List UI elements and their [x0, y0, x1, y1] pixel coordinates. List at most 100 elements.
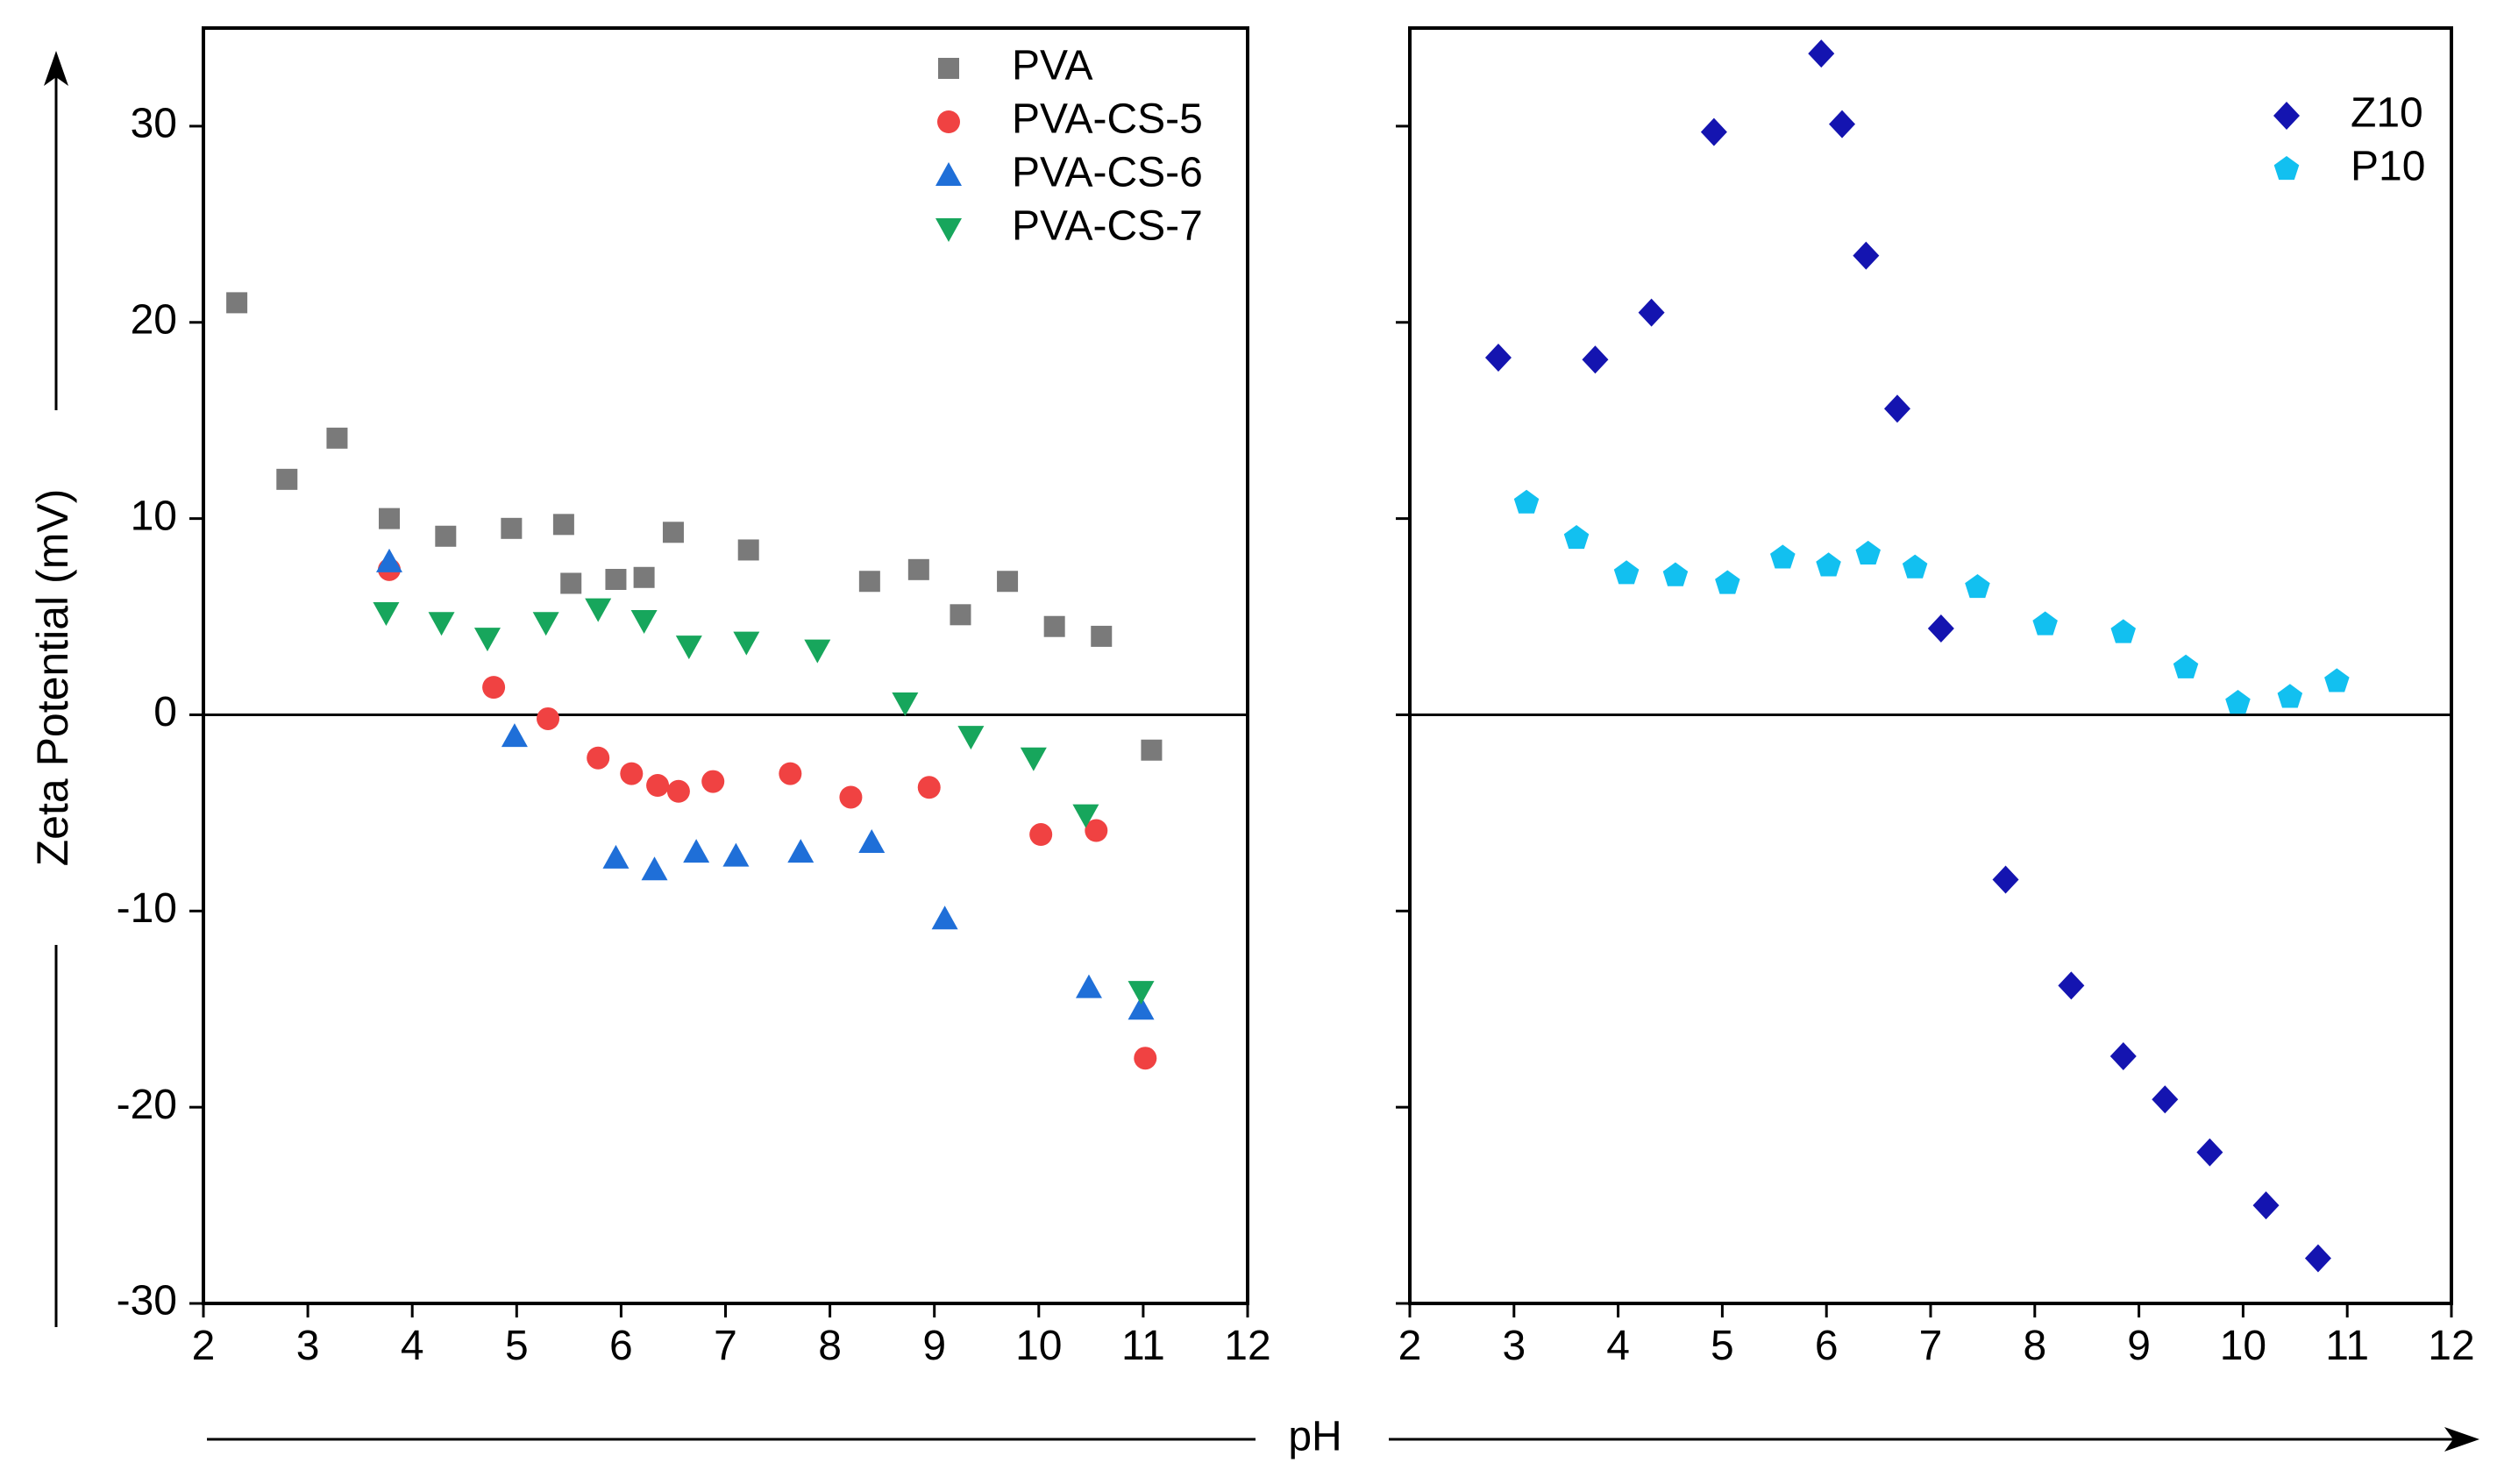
data-point-z10	[2058, 971, 2085, 1000]
legend-label-pva-cs-5: PVA-CS-5	[1012, 96, 1203, 143]
data-point-p10	[1715, 570, 1740, 594]
right-series-z10	[1484, 39, 2331, 1273]
data-point-pva	[662, 522, 684, 543]
data-point-pva	[1091, 625, 1113, 647]
data-point-pva-cs-6	[1128, 996, 1155, 1020]
left-x-tick-label: 4	[401, 1323, 424, 1369]
data-point-pva-cs-6	[602, 844, 630, 869]
left-legend: PVA PVA-CS-5 PVA-CS-6 PVA-CS-7	[935, 43, 1203, 250]
data-point-pva	[907, 558, 929, 580]
data-point-pva-cs-7	[675, 635, 702, 660]
data-point-z10	[2252, 1191, 2280, 1220]
data-point-pva-cs-7	[373, 602, 400, 627]
data-point-pva-cs-7	[473, 628, 501, 652]
data-point-p10	[2324, 668, 2350, 692]
left-y-tick-label: 10	[131, 493, 177, 539]
right-x-tick-label: 2	[1398, 1323, 1422, 1369]
data-point-pva	[435, 525, 457, 547]
data-point-pva-cs-6	[931, 905, 958, 930]
data-point-pva-cs-7	[1072, 804, 1099, 828]
left-x-tick-label: 2	[192, 1323, 216, 1369]
right-x-tick-label: 10	[2220, 1323, 2266, 1369]
legend-label-p10: P10	[2351, 144, 2425, 190]
data-point-pva-cs-7	[892, 692, 919, 717]
data-point-pva	[326, 427, 348, 449]
data-point-p10	[2032, 611, 2058, 635]
data-point-z10	[1638, 298, 1665, 327]
data-point-pva	[633, 566, 655, 588]
data-point-pva-cs-6	[787, 839, 815, 863]
legend-marker-z10	[2273, 102, 2300, 130]
x-axis-title-group: pH	[207, 1414, 2479, 1460]
data-point-z10	[1927, 614, 1954, 643]
data-point-pva	[276, 468, 298, 490]
left-y-tick-label: 0	[153, 689, 177, 735]
data-point-pva-cs-6	[722, 842, 750, 867]
data-point-p10	[1662, 562, 1689, 586]
data-point-pva-cs-7	[1020, 747, 1047, 771]
data-point-pva-cs-6	[1075, 974, 1102, 998]
data-point-p10	[1770, 544, 1796, 569]
data-point-pva	[378, 508, 400, 529]
data-point-pva	[552, 514, 574, 536]
y-axis-arrowhead	[44, 51, 68, 86]
data-point-pva	[560, 572, 582, 594]
data-point-pva-cs-5	[646, 774, 670, 798]
right-x-tick-label: 6	[1815, 1323, 1839, 1369]
data-point-pva	[858, 571, 880, 593]
data-point-pva	[605, 569, 627, 591]
data-point-z10	[1484, 344, 1512, 373]
left-series-pva-cs-7	[373, 598, 1155, 1005]
data-point-p10	[1513, 489, 1540, 514]
data-point-z10	[1853, 241, 1880, 270]
left-x-tick-label: 11	[1121, 1323, 1165, 1369]
right-x-tick-label: 5	[1711, 1323, 1734, 1369]
data-point-pva-cs-6	[683, 839, 710, 863]
legend-label-pva: PVA	[1012, 43, 1092, 89]
right-x-tick-label: 7	[1919, 1323, 1943, 1369]
left-x-tick-label: 8	[818, 1323, 842, 1369]
left-x-tick-label: 5	[505, 1323, 529, 1369]
left-y-tick-label: -10	[117, 885, 177, 932]
legend-marker-pva	[938, 58, 959, 79]
right-series-p10	[1513, 489, 2350, 714]
data-point-pva	[1141, 739, 1163, 761]
legend-label-pva-cs-7: PVA-CS-7	[1012, 203, 1203, 250]
data-point-pva-cs-7	[585, 598, 612, 622]
left-y-tick-label: 20	[131, 296, 177, 343]
data-point-pva	[226, 292, 248, 314]
left-y-tick-label: 30	[131, 101, 177, 147]
data-point-pva-cs-5	[1134, 1047, 1157, 1070]
data-point-pva	[997, 571, 1019, 593]
data-point-z10	[1700, 117, 1727, 146]
data-point-z10	[1829, 110, 1856, 138]
left-y-tick-label: -30	[117, 1278, 177, 1324]
left-x-tick-label: 3	[296, 1323, 320, 1369]
data-point-pva-cs-6	[641, 856, 668, 881]
left-x-tick-label: 10	[1015, 1323, 1062, 1369]
data-point-pva-cs-7	[630, 610, 658, 635]
data-point-pva-cs-7	[804, 639, 831, 664]
data-point-pva-cs-7	[428, 612, 455, 636]
legend-label-pva-cs-6: PVA-CS-6	[1012, 150, 1203, 196]
left-y-tick-label: -20	[117, 1082, 177, 1128]
data-point-pva-cs-5	[620, 762, 644, 785]
data-point-p10	[2225, 690, 2251, 714]
legend-marker-p10	[2273, 156, 2300, 181]
legend-marker-pva-cs-6	[935, 162, 962, 186]
data-point-pva-cs-7	[532, 612, 559, 636]
left-x-tick-label: 12	[1224, 1323, 1270, 1369]
data-point-pva	[737, 539, 759, 561]
data-point-pva-cs-5	[917, 776, 941, 799]
right-x-tick-label: 11	[2325, 1323, 2369, 1369]
data-point-pva-cs-7	[957, 726, 985, 750]
data-point-pva-cs-5	[1085, 819, 1108, 842]
data-point-pva-cs-6	[501, 723, 528, 748]
data-point-p10	[1816, 552, 1841, 577]
right-x-tick-label: 9	[2127, 1323, 2151, 1369]
left-series-pva-cs-6	[375, 548, 1155, 1020]
data-point-pva	[950, 604, 971, 626]
data-point-pva	[1043, 615, 1065, 637]
